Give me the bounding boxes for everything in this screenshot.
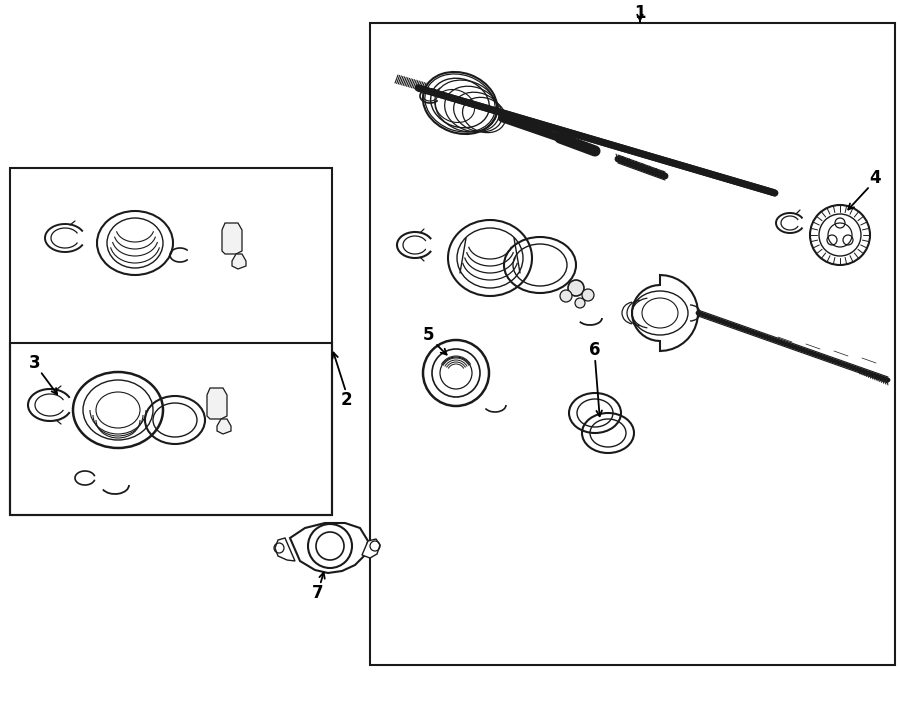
Text: 6: 6	[590, 341, 601, 359]
Circle shape	[560, 290, 572, 302]
Polygon shape	[222, 223, 242, 254]
Text: 5: 5	[422, 326, 434, 344]
Text: 3: 3	[29, 354, 40, 372]
Polygon shape	[362, 539, 380, 558]
Polygon shape	[275, 538, 295, 561]
Text: 1: 1	[634, 4, 646, 22]
Circle shape	[575, 298, 585, 308]
Text: 7: 7	[312, 584, 324, 602]
Circle shape	[582, 289, 594, 301]
Text: 4: 4	[869, 169, 881, 187]
Polygon shape	[632, 275, 698, 351]
Circle shape	[316, 532, 344, 560]
Polygon shape	[290, 523, 368, 573]
Circle shape	[308, 524, 352, 568]
Circle shape	[568, 280, 584, 296]
Polygon shape	[217, 419, 231, 434]
Polygon shape	[207, 388, 227, 419]
Text: 2: 2	[340, 391, 352, 409]
Polygon shape	[232, 254, 246, 269]
